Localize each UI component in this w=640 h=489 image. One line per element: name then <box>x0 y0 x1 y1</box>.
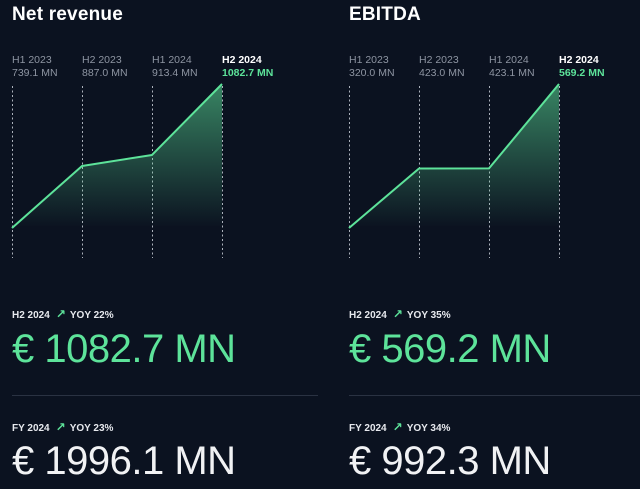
kpi-period-label: FY 2024 <box>12 423 50 434</box>
half-year-kpi-row: H2 2024 ↗ YOY 22% <box>12 307 114 321</box>
period-label: H2 2024 <box>222 54 262 66</box>
yoy-label: YOY 22% <box>69 310 114 321</box>
net-revenue-chart <box>11 83 223 258</box>
arrow-up-right-icon: ↗ <box>392 420 403 434</box>
column-label-h1-2023: H1 2023 320.0 MN <box>349 54 395 80</box>
ebitda-chart <box>348 83 560 258</box>
full-year-value: € 1996.1 MN <box>12 439 236 483</box>
half-year-value: € 1082.7 MN <box>12 327 236 371</box>
period-value: 320.0 MN <box>349 67 395 79</box>
panel-title: Net revenue <box>12 4 123 25</box>
ebitda-panel: EBITDA H1 2023 320.0 MN H2 2023 423.0 MN… <box>337 0 640 489</box>
period-label: H1 2023 <box>12 54 52 66</box>
full-year-value: € 992.3 MN <box>349 439 551 483</box>
divider <box>349 395 640 396</box>
yoy-label: YOY 35% <box>406 310 451 321</box>
kpi-period-label: H2 2024 <box>12 310 50 321</box>
divider <box>12 395 318 396</box>
period-value: 887.0 MN <box>82 67 128 79</box>
arrow-up-right-icon: ↗ <box>55 420 66 434</box>
period-label: H2 2023 <box>419 54 459 66</box>
arrow-up-right-icon: ↗ <box>55 307 66 321</box>
series-line <box>348 83 560 229</box>
panel-title: EBITDA <box>349 4 421 25</box>
kpi-period-label: FY 2024 <box>349 423 387 434</box>
full-year-kpi-row: FY 2024 ↗ YOY 23% <box>12 420 113 434</box>
period-label: H1 2024 <box>152 54 192 66</box>
period-value: 423.1 MN <box>489 67 535 79</box>
column-label-h1-2024: H1 2024 423.1 MN <box>489 54 535 80</box>
period-value: 913.4 MN <box>152 67 198 79</box>
period-label: H1 2024 <box>489 54 529 66</box>
half-year-value: € 569.2 MN <box>349 327 551 371</box>
series-line <box>11 83 223 229</box>
yoy-label: YOY 34% <box>406 423 451 434</box>
area-fill <box>349 84 559 228</box>
column-label-h2-2023: H2 2023 887.0 MN <box>82 54 128 80</box>
net-revenue-panel: Net revenue H1 2023 739.1 MN H2 2023 887… <box>0 0 318 489</box>
period-value: 1082.7 MN <box>222 67 274 79</box>
kpi-period-label: H2 2024 <box>349 310 387 321</box>
period-value: 423.0 MN <box>419 67 465 79</box>
period-label: H1 2023 <box>349 54 389 66</box>
column-label-h1-2023: H1 2023 739.1 MN <box>12 54 58 80</box>
area-fill <box>12 84 222 228</box>
column-label-h2-2024: H2 2024 569.2 MN <box>559 54 605 80</box>
yoy-label: YOY 23% <box>69 423 114 434</box>
column-label-h1-2024: H1 2024 913.4 MN <box>152 54 198 80</box>
period-label: H2 2023 <box>82 54 122 66</box>
half-year-kpi-row: H2 2024 ↗ YOY 35% <box>349 307 451 321</box>
period-value: 739.1 MN <box>12 67 58 79</box>
period-label: H2 2024 <box>559 54 599 66</box>
column-label-h2-2024: H2 2024 1082.7 MN <box>222 54 273 80</box>
full-year-kpi-row: FY 2024 ↗ YOY 34% <box>349 420 450 434</box>
column-label-h2-2023: H2 2023 423.0 MN <box>419 54 465 80</box>
period-value: 569.2 MN <box>559 67 605 79</box>
arrow-up-right-icon: ↗ <box>392 307 403 321</box>
